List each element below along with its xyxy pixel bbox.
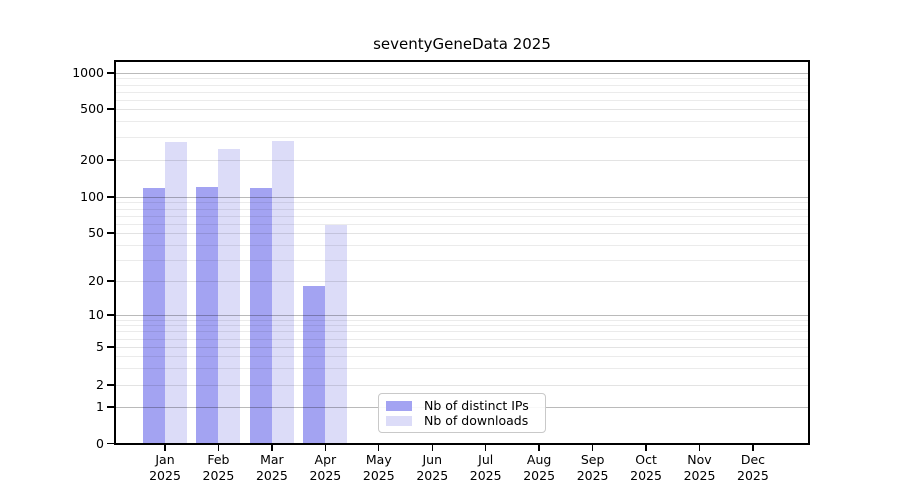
x-tick-label: Jun 2025 <box>416 452 449 483</box>
x-tick-label: Apr 2025 <box>309 452 342 483</box>
gridline-minor <box>114 202 810 204</box>
gridline-minor <box>114 319 810 321</box>
x-tick-mark <box>698 445 701 451</box>
bar-distinct-ips <box>196 187 219 445</box>
x-tick-label: May 2025 <box>362 452 395 483</box>
legend-swatch <box>386 401 412 411</box>
x-tick-mark <box>271 445 273 451</box>
x-tick-label: Feb 2025 <box>202 452 235 483</box>
gridline-minor <box>114 338 810 340</box>
y-tick-mark <box>107 108 114 110</box>
gridline-minor <box>114 99 810 101</box>
bar-distinct-ips <box>303 286 326 445</box>
y-tick-label: 500 <box>80 101 104 116</box>
gridline-minor <box>114 325 810 327</box>
y-tick-label: 50 <box>88 225 104 240</box>
chart-title: seventyGeneData 2025 <box>373 35 551 53</box>
x-tick-label: Nov 2025 <box>683 452 716 483</box>
gridline-minor <box>114 259 810 261</box>
bars-layer <box>114 60 810 445</box>
gridline <box>114 281 810 282</box>
y-tick-mark <box>107 384 114 386</box>
legend-row-distinct-ips: Nb of distinct IPs <box>386 399 537 413</box>
plot-area <box>114 60 810 445</box>
gridline-minor <box>114 356 810 358</box>
legend: Nb of distinct IPs Nb of downloads <box>378 393 546 433</box>
legend-swatch <box>386 416 412 426</box>
y-tick-mark <box>107 280 114 282</box>
x-tick-mark <box>378 445 380 451</box>
gridline <box>114 347 810 348</box>
gridline-minor <box>114 244 810 246</box>
y-tick-mark <box>107 196 114 198</box>
gridline-minor <box>114 223 810 225</box>
x-tick-label: Mar 2025 <box>255 452 288 483</box>
bar-downloads <box>271 141 294 445</box>
gridline-minor <box>114 137 810 139</box>
bar-downloads <box>165 142 187 445</box>
x-tick-label: Jul 2025 <box>469 452 502 483</box>
gridline-minor <box>114 91 810 93</box>
spine-left <box>114 60 116 445</box>
x-tick-label: Sep 2025 <box>576 452 609 483</box>
spine-right <box>808 60 810 445</box>
gridline <box>114 315 810 316</box>
y-tick-label: 0 <box>96 435 104 451</box>
spine-bottom <box>114 443 810 445</box>
y-tick-label: 1 <box>96 399 104 414</box>
y-tick-mark <box>107 406 114 408</box>
x-tick-mark <box>431 445 433 451</box>
legend-label: Nb of distinct IPs <box>424 398 529 413</box>
y-tick-label: 1000 <box>72 65 104 80</box>
legend-row-downloads: Nb of downloads <box>386 414 537 428</box>
x-tick-label: Dec 2025 <box>737 452 769 483</box>
gridline-minor <box>114 368 810 370</box>
gridline <box>114 73 810 74</box>
x-tick-mark <box>485 445 487 451</box>
y-tick-mark <box>107 346 114 348</box>
x-tick-mark <box>538 445 540 451</box>
x-tick-mark <box>164 445 166 451</box>
y-tick-mark <box>107 159 114 161</box>
y-tick-label: 10 <box>88 307 104 322</box>
gridline-minor <box>114 208 810 210</box>
y-tick-label: 200 <box>80 152 104 167</box>
bar-distinct-ips <box>143 188 165 445</box>
gridline <box>114 233 810 234</box>
grid-layer <box>114 60 810 445</box>
gridline-minor <box>114 84 810 86</box>
x-tick-mark <box>645 445 647 451</box>
y-tick-label: 5 <box>96 339 104 354</box>
y-tick-mark <box>107 72 114 74</box>
spines-layer <box>114 60 810 445</box>
gridline <box>114 197 810 198</box>
y-tick-label: 2 <box>96 377 104 392</box>
y-tick-mark <box>107 442 114 445</box>
y-tick-label: 100 <box>80 189 104 204</box>
x-tick-mark <box>591 445 594 451</box>
x-tick-mark <box>752 445 754 451</box>
spine-top <box>114 60 810 62</box>
bar-distinct-ips <box>249 187 272 445</box>
gridline <box>114 109 810 110</box>
legend-label: Nb of downloads <box>424 413 529 428</box>
bar-downloads <box>218 148 241 445</box>
gridline-minor <box>114 215 810 217</box>
x-tick-mark <box>324 445 327 451</box>
gridline-minor <box>114 78 810 80</box>
x-tick-label: Jan 2025 <box>149 452 181 483</box>
gridline-minor <box>114 121 810 123</box>
x-tick-label: Oct 2025 <box>630 452 662 483</box>
gridline <box>114 160 810 161</box>
y-tick-label: 20 <box>88 273 104 288</box>
gridline-minor <box>114 331 810 333</box>
x-tick-mark <box>217 445 220 451</box>
bar-downloads <box>325 225 348 445</box>
gridline <box>114 385 810 386</box>
x-tick-label: Aug 2025 <box>523 452 556 483</box>
y-tick-mark <box>107 314 114 316</box>
y-tick-mark <box>107 232 114 234</box>
